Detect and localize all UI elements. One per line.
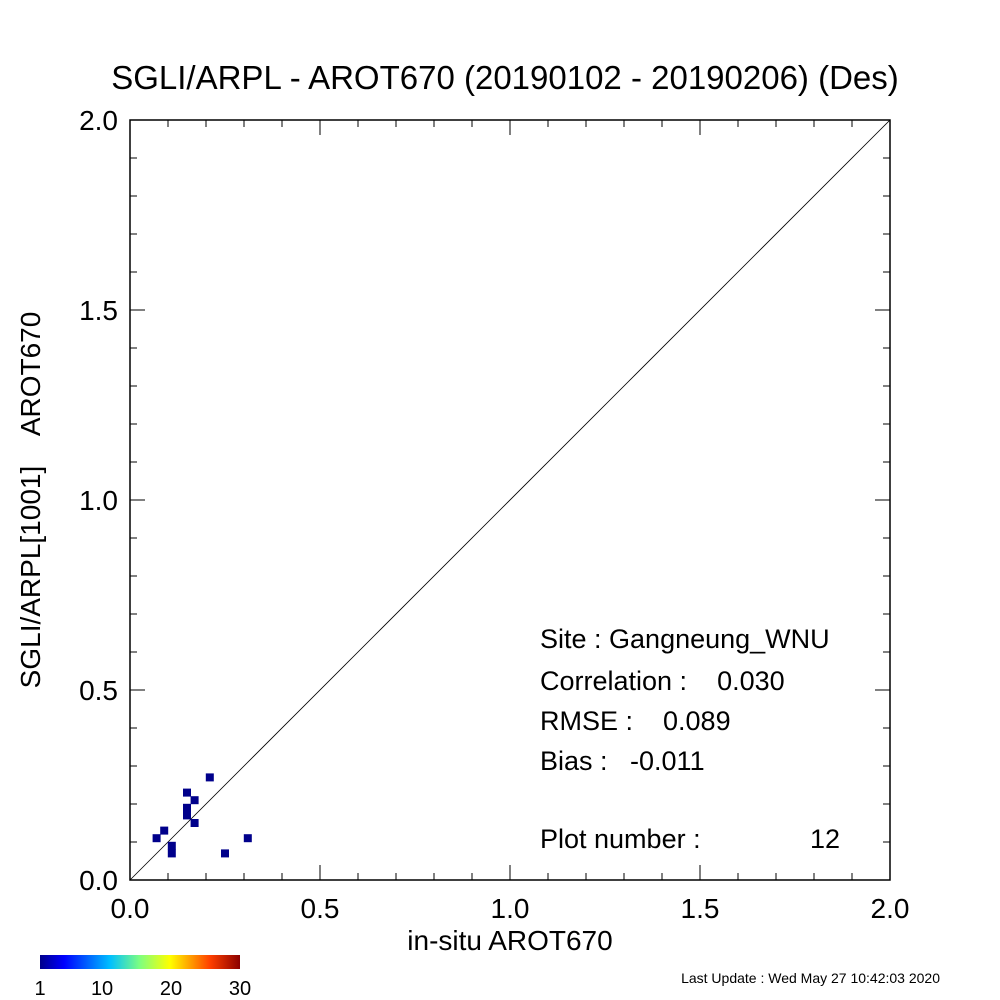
- last-update: Last Update : Wed May 27 10:42:03 2020: [681, 970, 940, 986]
- stat-site: Site : Gangneung_WNU: [540, 624, 830, 654]
- stats-box: Site : Gangneung_WNU Correlation : 0.030…: [540, 624, 840, 854]
- data-point: [221, 849, 229, 858]
- data-point: [167, 849, 176, 858]
- x-tick-label: 1.0: [491, 893, 530, 924]
- colorbar-tick-label: 30: [229, 978, 251, 1000]
- y-tick-label: 1.0: [79, 485, 118, 516]
- x-tick-labels: 0.0 0.5 1.0 1.5 2.0: [111, 893, 910, 924]
- y-tick-labels: 0.0 0.5 1.0 1.5 2.0: [79, 105, 118, 896]
- data-point: [183, 803, 191, 812]
- one-to-one-line: [129, 119, 891, 881]
- x-axis-label: in-situ AROT670: [407, 925, 612, 956]
- x-tick-label: 2.0: [871, 893, 910, 924]
- x-tick-label: 0.5: [301, 893, 340, 924]
- major-ticks: [129, 119, 891, 881]
- stat-plot-number-label: Plot number :: [540, 824, 701, 854]
- data-point: [190, 796, 199, 805]
- colorbar-tick-labels: 1 10 20 30: [34, 978, 251, 1000]
- colorbar-tick-label: 10: [91, 978, 113, 1000]
- data-point: [243, 834, 252, 843]
- data-point: [190, 819, 199, 827]
- y-tick-label: 1.5: [79, 295, 118, 326]
- x-tick-label: 1.5: [681, 893, 720, 924]
- colorbar: 1 10 20 30: [34, 955, 251, 1000]
- chart-title: SGLI/ARPL - AROT670 (20190102 - 20190206…: [111, 59, 899, 96]
- colorbar-tick-label: 1: [34, 978, 45, 1000]
- data-point: [183, 811, 191, 820]
- x-tick-label: 0.0: [111, 893, 150, 924]
- data-point: [205, 773, 214, 782]
- colorbar-tick-label: 20: [160, 978, 182, 1000]
- y-tick-label: 0.5: [79, 675, 118, 706]
- y-axis-label: SGLI/ARPL[1001] AROT670: [15, 312, 46, 689]
- colorbar-gradient: [40, 955, 240, 969]
- data-point: [160, 826, 169, 835]
- stat-correlation: Correlation : 0.030: [540, 666, 785, 696]
- y-tick-label: 0.0: [79, 865, 118, 896]
- data-point: [183, 788, 191, 797]
- data-point: [152, 834, 161, 843]
- stat-bias: Bias : -0.011: [540, 746, 705, 776]
- y-tick-label: 2.0: [79, 105, 118, 136]
- stat-plot-number-value: 12: [810, 824, 840, 854]
- stat-rmse: RMSE : 0.089: [540, 706, 731, 736]
- minor-ticks: [130, 120, 890, 880]
- data-point: [167, 841, 176, 850]
- data-points: [152, 773, 252, 858]
